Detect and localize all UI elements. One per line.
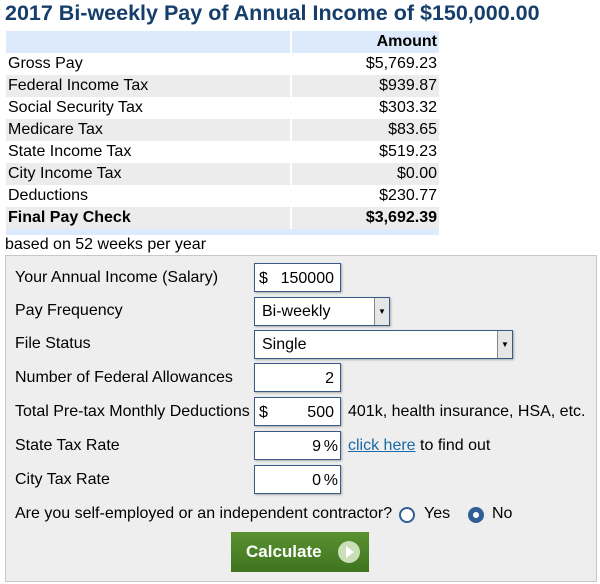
row-amount: $83.65 (292, 119, 439, 141)
income-label: Your Annual Income (Salary) (15, 269, 219, 286)
row-amount: $0.00 (292, 163, 439, 185)
calculator-form: Your Annual Income (Salary) $150000 Pay … (5, 255, 597, 582)
row-label: City Income Tax (6, 163, 292, 185)
pay-table: Amount Gross Pay $5,769.23 Federal Income… (6, 31, 439, 229)
currency-symbol: $ (259, 270, 268, 287)
weeks-note: based on 52 weeks per year (5, 236, 207, 253)
row-amount: $519.23 (379, 143, 437, 160)
frequency-label: Pay Frequency (15, 302, 123, 319)
deductions-value: 500 (307, 404, 334, 421)
status-select[interactable]: Single ▼ (254, 330, 513, 359)
chevron-down-icon: ▼ (497, 331, 512, 358)
table-row: City Income Tax $0.00 (6, 163, 439, 185)
header-blank (6, 31, 292, 53)
state-hint-text: to find out (420, 437, 491, 454)
city-rate-input[interactable]: 0% (254, 465, 341, 494)
yes-label: Yes (424, 505, 451, 522)
calculate-button[interactable]: Calculate (231, 532, 369, 572)
table-row: State Income Tax $519.23 (6, 141, 439, 163)
allowances-value: 2 (325, 370, 334, 387)
play-arrow-icon (338, 541, 360, 563)
percent-unit: % (323, 438, 338, 455)
table-row: Federal Income Tax $939.87 (6, 75, 439, 97)
table-row: Medicare Tax $83.65 (6, 119, 439, 141)
row-label: State Income Tax (6, 141, 292, 163)
frequency-select[interactable]: Bi-weekly ▼ (254, 297, 390, 326)
row-amount: $5,769.23 (365, 55, 437, 72)
self-employed-yes-radio[interactable] (399, 507, 415, 523)
row-amount: $303.32 (379, 99, 437, 116)
self-employed-label: Are you self-employed or an independent … (15, 505, 393, 522)
row-amount: $230.77 (379, 187, 437, 204)
allowances-label: Number of Federal Allowances (15, 369, 233, 386)
city-rate-label: City Tax Rate (15, 471, 110, 488)
frequency-value: Bi-weekly (262, 303, 331, 320)
row-label: Gross Pay (6, 53, 292, 75)
state-rate-label: State Tax Rate (15, 437, 120, 454)
row-label: Final Pay Check (6, 207, 292, 229)
table-row: Gross Pay $5,769.23 (6, 53, 439, 75)
deductions-hint: 401k, health insurance, HSA, etc. (348, 403, 586, 420)
deductions-input[interactable]: $500 (254, 397, 341, 426)
percent-unit: % (323, 472, 338, 489)
income-value: 150000 (280, 270, 334, 287)
state-rate-value: 9 (312, 438, 321, 455)
row-amount: $3,692.39 (292, 207, 439, 229)
status-label: File Status (15, 335, 91, 352)
table-footer-bar (6, 229, 439, 235)
row-label: Medicare Tax (6, 119, 292, 141)
deductions-label: Total Pre-tax Monthly Deductions (15, 403, 250, 420)
city-rate-value: 0 (312, 472, 321, 489)
find-state-rate-link[interactable]: click here (348, 437, 416, 454)
header-amount: Amount (292, 31, 439, 53)
state-rate-input[interactable]: 9% (254, 431, 341, 460)
row-amount: $939.87 (292, 75, 439, 97)
self-employed-no-radio[interactable] (468, 507, 484, 523)
status-value: Single (262, 336, 307, 353)
chevron-down-icon: ▼ (374, 298, 389, 325)
table-row: Deductions $230.77 (6, 185, 439, 207)
row-label: Federal Income Tax (6, 75, 292, 97)
allowances-input[interactable]: 2 (254, 363, 341, 392)
page-title: 2017 Bi-weekly Pay of Annual Income of $… (5, 1, 540, 25)
row-label: Social Security Tax (6, 97, 292, 119)
no-label: No (492, 505, 513, 522)
table-row-total: Final Pay Check $3,692.39 (6, 207, 439, 229)
row-label: Deductions (6, 185, 292, 207)
calculate-label: Calculate (246, 542, 322, 561)
income-input[interactable]: $150000 (254, 263, 341, 292)
table-row: Social Security Tax $303.32 (6, 97, 439, 119)
currency-symbol: $ (259, 404, 268, 421)
state-rate-hint: click here to find out (348, 437, 490, 455)
